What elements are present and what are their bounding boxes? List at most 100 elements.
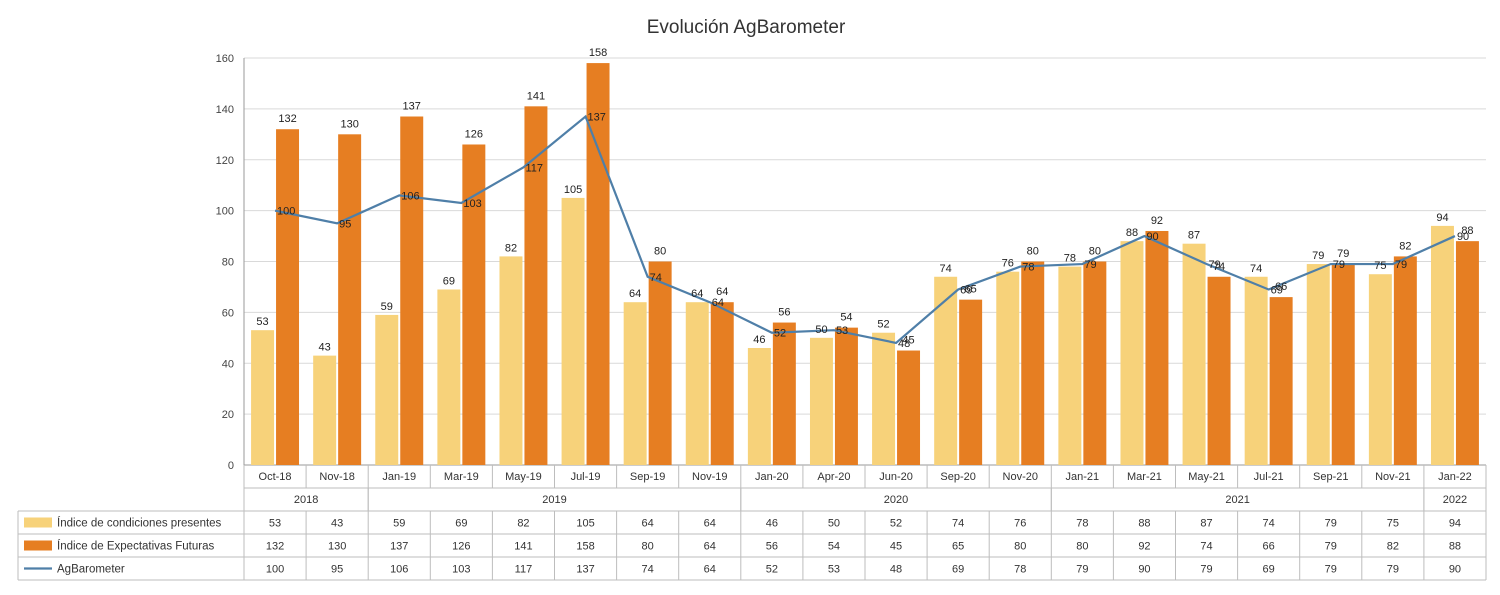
table-value: 126 [452,541,470,553]
table-value: 132 [266,541,284,553]
table-value: 87 [1200,518,1212,530]
table-value: 80 [642,541,654,553]
table-value: 65 [952,541,964,553]
bar-layer [251,63,1479,466]
table-value: 79 [1325,541,1337,553]
line-agbarometer [274,114,1456,345]
bar-data-label: 64 [691,288,703,300]
bar-data-label: 82 [505,242,517,254]
legend-key [24,517,52,528]
bar-condiciones-presentes [251,330,275,465]
table-value: 79 [1387,564,1399,576]
bar-data-label: 64 [716,286,728,298]
table-value: 64 [704,564,716,576]
bar-data-label: 78 [1064,253,1076,265]
bar-condiciones-presentes [809,337,833,465]
table-value: 59 [393,518,405,530]
table-value: 88 [1138,518,1150,530]
bar-data-label: 88 [1126,227,1138,239]
bar-data-label: 64 [629,288,641,300]
bar-data-label: 66 [1275,281,1287,293]
bar-condiciones-presentes [685,302,709,465]
chart-title: Evolución AgBarometer [647,17,846,38]
line-data-label: 74 [650,272,662,284]
category-label: Nov-18 [319,471,354,483]
bar-data-label: 74 [1213,261,1225,273]
line-data-label: 79 [1333,259,1345,271]
category-label: May-19 [505,471,542,483]
category-label: Sep-19 [630,471,665,483]
y-tick-label: 40 [222,358,234,370]
line-data-label: 103 [463,198,481,210]
bar-expectativas-futuras [1393,256,1417,465]
bar-condiciones-presentes [996,271,1020,465]
table-value: 88 [1449,541,1461,553]
category-label: Jan-20 [755,471,789,483]
bar-condiciones-presentes [1306,264,1330,465]
year-group-label: 2020 [884,494,908,506]
bar-condiciones-presentes [375,314,399,465]
table-value: 56 [766,541,778,553]
bar-data-label: 80 [654,246,666,258]
bar-expectativas-futuras [897,350,921,465]
line-data-label: 69 [960,284,972,296]
table-value: 74 [952,518,964,530]
line-data-label: 48 [898,338,910,350]
bar-expectativas-futuras [834,327,858,465]
bar-condiciones-presentes [747,347,771,465]
bar-data-label: 50 [815,324,827,336]
bar-condiciones-presentes [437,289,461,465]
bar-expectativas-futuras [1021,261,1045,465]
bar-expectativas-futuras [524,106,548,466]
table-value: 52 [766,564,778,576]
table-value: 79 [1200,564,1212,576]
bar-expectativas-futuras [648,261,672,465]
bar-data-label: 53 [256,316,268,328]
category-label: Sep-21 [1313,471,1348,483]
table-value: 80 [1014,541,1026,553]
bar-expectativas-futuras [1083,261,1107,465]
table-value: 76 [1014,518,1026,530]
category-label: Oct-18 [259,471,292,483]
table-value: 43 [331,518,343,530]
table-value: 90 [1138,564,1150,576]
bar-condiciones-presentes [1244,276,1268,465]
line-data-label: 106 [401,190,419,202]
bar-data-label: 45 [902,335,914,347]
table-value: 48 [890,564,902,576]
table-value: 54 [828,541,840,553]
year-group-label: 2021 [1225,494,1249,506]
bar-data-label: 105 [564,184,582,196]
bar-data-label: 76 [1002,258,1014,270]
bar-data-label: 92 [1151,215,1163,227]
bar-condiciones-presentes [1058,266,1082,465]
bar-condiciones-presentes [561,197,585,465]
bar-data-label: 158 [589,47,607,59]
category-label: Mar-19 [444,471,479,483]
bar-expectativas-futuras [1207,276,1231,465]
table-value: 53 [269,518,281,530]
y-tick-label: 120 [216,155,234,167]
bar-data-label: 130 [340,118,358,130]
line-data-label: 64 [712,297,724,309]
table-value: 82 [517,518,529,530]
y-tick-label: 0 [228,460,234,472]
legend-key [24,540,52,551]
table-value: 50 [828,518,840,530]
bar-expectativas-futuras [1455,241,1479,465]
table-value: 137 [390,541,408,553]
table-value: 69 [952,564,964,576]
category-label: Nov-19 [692,471,727,483]
bar-data-label: 74 [1250,263,1262,275]
bar-condiciones-presentes [1368,274,1392,465]
table-value: 46 [766,518,778,530]
category-label: Apr-20 [817,471,850,483]
table-value: 100 [266,564,284,576]
bar-data-label: 65 [965,284,977,296]
category-label: Jun-20 [879,471,913,483]
category-label: Jul-19 [571,471,601,483]
bar-data-label: 88 [1461,225,1473,237]
bar-data-label: 80 [1089,246,1101,258]
line-layer [274,114,1456,345]
y-tick-label: 160 [216,53,234,65]
